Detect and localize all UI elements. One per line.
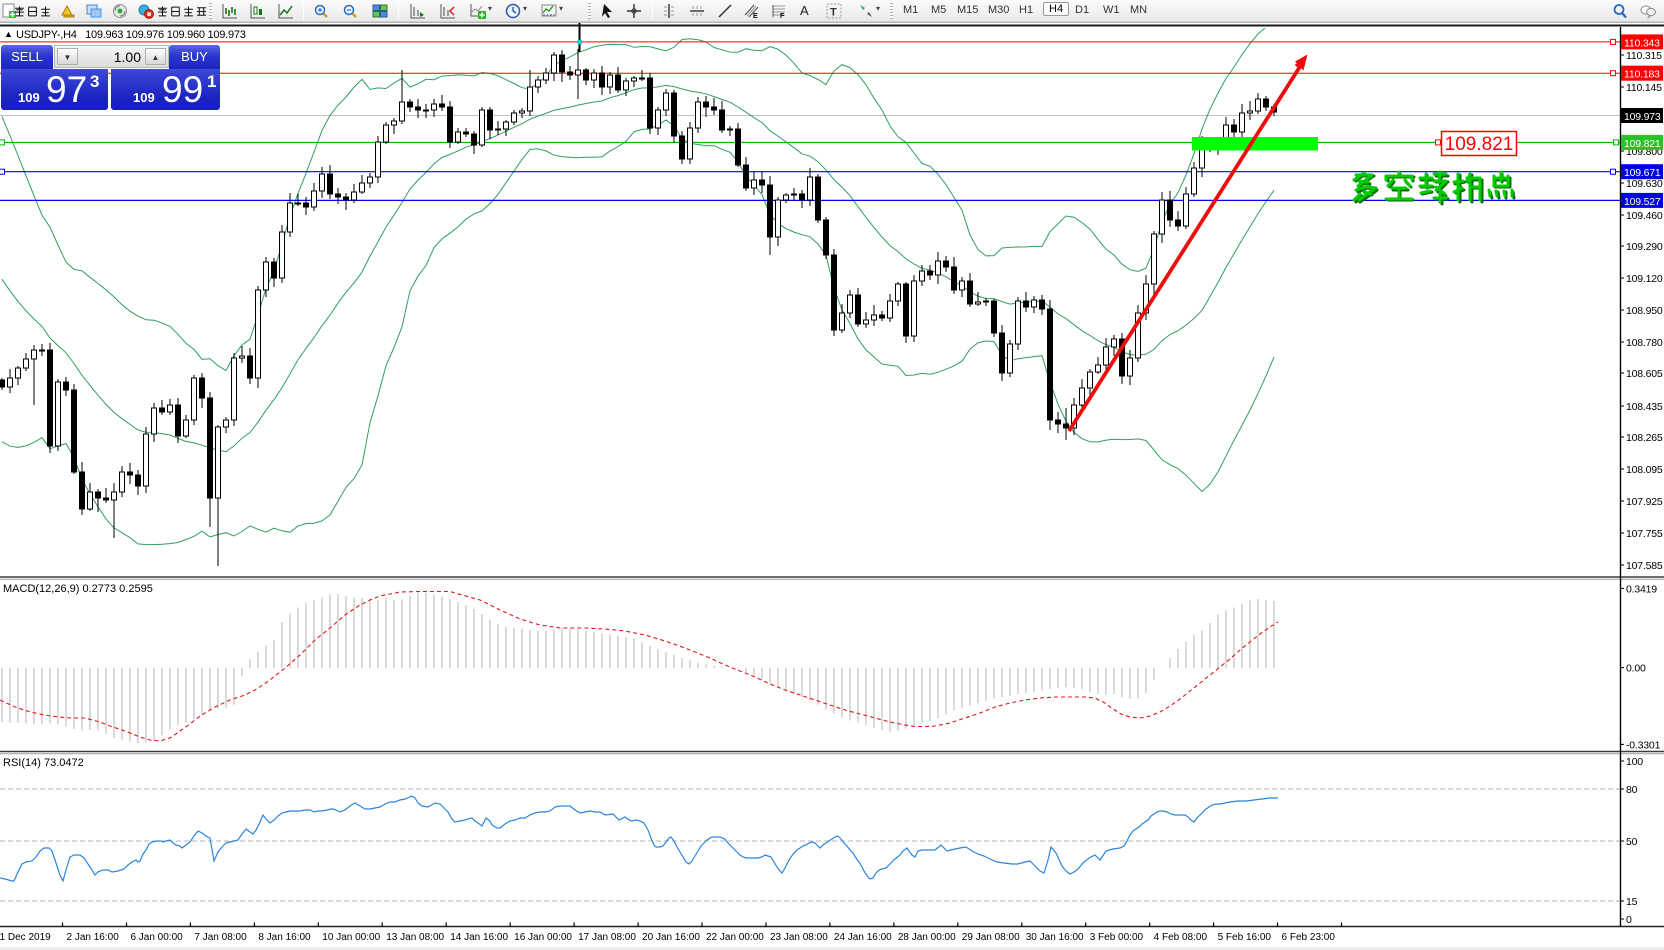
svg-text:110.183: 110.183 (1624, 69, 1660, 81)
svg-text:108.780: 108.780 (1626, 337, 1663, 349)
svg-text:0.00: 0.00 (1626, 663, 1646, 675)
svg-text:2 Jan 16:00: 2 Jan 16:00 (67, 932, 120, 943)
svg-text:31 Dec 2019: 31 Dec 2019 (0, 932, 51, 943)
svg-text:13 Jan 08:00: 13 Jan 08:00 (386, 932, 444, 943)
svg-text:109.460: 109.460 (1626, 210, 1663, 222)
svg-text:20 Jan 16:00: 20 Jan 16:00 (642, 932, 700, 943)
svg-text:109.973: 109.973 (1624, 111, 1661, 123)
svg-text:10 Jan 00:00: 10 Jan 00:00 (322, 932, 380, 943)
svg-text:110.315: 110.315 (1626, 50, 1662, 62)
svg-text:29 Jan 08:00: 29 Jan 08:00 (962, 932, 1020, 943)
svg-text:T: T (830, 7, 837, 19)
svg-text:17 Jan 08:00: 17 Jan 08:00 (578, 932, 636, 943)
svg-text:100: 100 (1626, 756, 1643, 768)
svg-text:108.095: 108.095 (1626, 464, 1663, 476)
svg-text:0.3419: 0.3419 (1626, 583, 1657, 595)
svg-text:MACD(12,26,9) 0.2773 0.2595: MACD(12,26,9) 0.2773 0.2595 (3, 583, 153, 595)
svg-text:5 Feb 16:00: 5 Feb 16:00 (1218, 932, 1272, 943)
svg-text:110.145: 110.145 (1626, 82, 1662, 94)
svg-text:30 Jan 16:00: 30 Jan 16:00 (1026, 932, 1084, 943)
svg-text:4 Feb 08:00: 4 Feb 08:00 (1154, 932, 1208, 943)
svg-text:108.605: 108.605 (1626, 368, 1663, 380)
svg-text:6 Feb 23:00: 6 Feb 23:00 (1282, 932, 1336, 943)
svg-text:8 Jan 16:00: 8 Jan 16:00 (258, 932, 311, 943)
svg-text:50: 50 (1626, 836, 1638, 848)
svg-text:15: 15 (1626, 896, 1638, 908)
svg-text:109.671: 109.671 (1624, 167, 1661, 179)
svg-text:109.120: 109.120 (1626, 273, 1663, 285)
svg-text:107.925: 107.925 (1626, 496, 1663, 508)
svg-text:14 Jan 16:00: 14 Jan 16:00 (450, 932, 508, 943)
svg-text:USDJPY-,H4 109.963 109.976 1: USDJPY-,H4 109.963 109.976 109.960 109.9… (16, 29, 246, 41)
svg-text:6 Jan 00:00: 6 Jan 00:00 (130, 932, 183, 943)
svg-text:-0.3301: -0.3301 (1626, 739, 1661, 751)
svg-text:110.343: 110.343 (1624, 37, 1660, 49)
svg-text:7 Jan 08:00: 7 Jan 08:00 (194, 932, 247, 943)
svg-text:109.527: 109.527 (1624, 196, 1661, 208)
svg-text:107.585: 107.585 (1626, 560, 1663, 572)
svg-text:0: 0 (1626, 914, 1632, 926)
svg-text:108.265: 108.265 (1626, 432, 1663, 444)
svg-text:109.630: 109.630 (1626, 178, 1663, 190)
svg-text:28 Jan 00:00: 28 Jan 00:00 (898, 932, 956, 943)
svg-text:80: 80 (1626, 784, 1638, 796)
svg-text:16 Jan 00:00: 16 Jan 00:00 (514, 932, 572, 943)
svg-text:24 Jan 16:00: 24 Jan 16:00 (834, 932, 892, 943)
svg-text:3 Feb 00:00: 3 Feb 00:00 (1090, 932, 1144, 943)
svg-text:109.290: 109.290 (1626, 241, 1663, 253)
svg-text:108.435: 108.435 (1626, 401, 1663, 413)
svg-text:23 Jan 08:00: 23 Jan 08:00 (770, 932, 828, 943)
svg-text:F: F (780, 13, 785, 19)
svg-text:109.821: 109.821 (1445, 134, 1514, 155)
svg-text:E: E (753, 13, 758, 19)
svg-text:109.821: 109.821 (1624, 138, 1661, 150)
svg-text:107.755: 107.755 (1626, 528, 1663, 540)
svg-text:▲: ▲ (4, 29, 13, 39)
svg-text:108.950: 108.950 (1626, 305, 1663, 317)
svg-text:RSI(14) 73.0472: RSI(14) 73.0472 (3, 757, 84, 769)
svg-text:22 Jan 00:00: 22 Jan 00:00 (706, 932, 764, 943)
